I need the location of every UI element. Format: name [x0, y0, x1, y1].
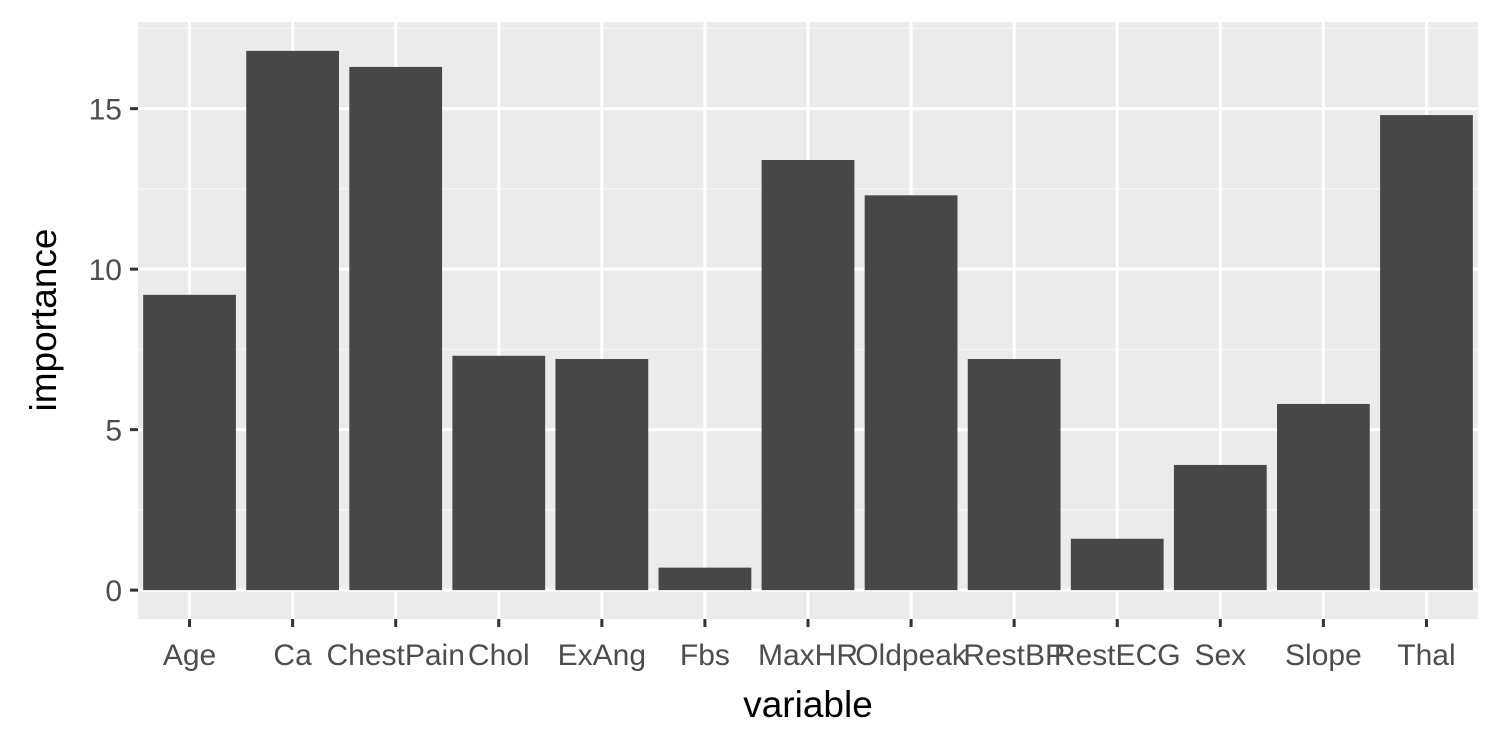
x-tick-label: Fbs: [680, 639, 730, 672]
x-axis-title: variable: [743, 684, 873, 725]
bar-ca: [246, 50, 339, 591]
x-tick-label: MaxHR: [758, 639, 858, 672]
x-tick-label: Slope: [1285, 639, 1362, 672]
x-tick-label: Age: [163, 639, 216, 672]
x-tick-label: ChestPain: [326, 639, 464, 672]
bar-fbs: [658, 567, 752, 591]
x-tick-label: ExAng: [558, 639, 646, 672]
bar-age: [143, 294, 236, 591]
bar-restecg: [1070, 538, 1164, 591]
x-tick-label: RestBP: [963, 639, 1065, 672]
y-tick-label: 15: [89, 94, 122, 127]
bar-thal: [1380, 115, 1473, 591]
bars: [143, 50, 1473, 591]
bar-chol: [452, 355, 546, 591]
bar-chestpain: [349, 66, 443, 591]
bar-restbp: [967, 359, 1061, 591]
bar-sex: [1173, 464, 1267, 591]
bar-maxhr: [761, 160, 855, 591]
y-axis: 0 5 10 15: [89, 94, 138, 608]
x-tick-label: RestECG: [1054, 639, 1181, 672]
x-axis: Age Ca ChestPain Chol ExAng Fbs MaxHROldpeakRe…: [163, 619, 1456, 672]
bar-oldpeak: [864, 195, 958, 591]
x-tick-label: Thal: [1397, 639, 1455, 672]
x-tick-label: Sex: [1194, 639, 1246, 672]
y-tick-label: 5: [105, 415, 122, 448]
y-tick-label: 0: [105, 575, 122, 608]
bar-slope: [1277, 403, 1370, 591]
y-axis-title: importance: [23, 228, 64, 411]
x-tick-label: Oldpeak: [855, 639, 968, 672]
y-tick-label: 10: [89, 254, 122, 287]
bar-exang: [555, 359, 649, 591]
x-tick-label: Ca: [273, 639, 312, 672]
x-tick-label: Chol: [468, 639, 530, 672]
